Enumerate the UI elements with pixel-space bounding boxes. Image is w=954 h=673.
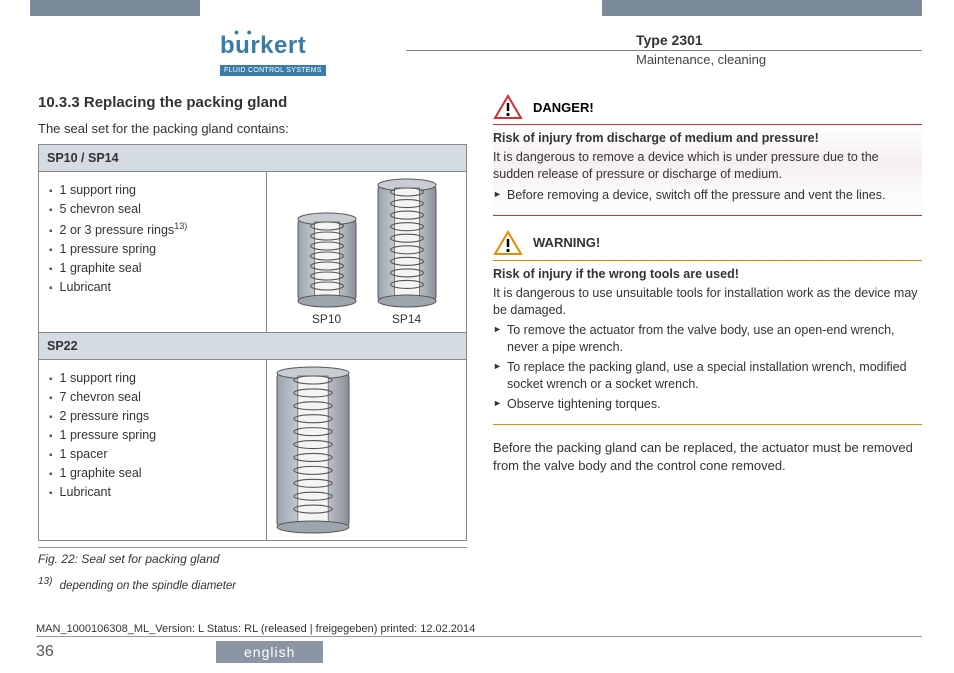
parts-item: 1 spacer (49, 447, 258, 461)
sp14-label: SP14 (392, 312, 421, 326)
sp22-drawing (275, 366, 458, 534)
seal-table: SP10 / SP14 1 support ring 5 chevron seal… (38, 144, 467, 541)
warning-title: WARNING! (533, 235, 600, 250)
warning-icon (493, 230, 523, 256)
closing-paragraph: Before the packing gland can be replaced… (493, 439, 922, 475)
parts-item: 1 support ring (49, 183, 258, 197)
danger-title: DANGER! (533, 100, 594, 115)
parts-item: 1 graphite seal (49, 261, 258, 275)
sp10-sp14-head: SP10 / SP14 (39, 145, 467, 172)
type-subtitle: Maintenance, cleaning (636, 52, 766, 67)
parts-item: 2 pressure rings (49, 409, 258, 423)
logo-sub: FLUID CONTROL SYSTEMS (220, 65, 326, 76)
header-bars (0, 0, 954, 22)
warning-text: It is dangerous to use unsuitable tools … (493, 285, 922, 319)
danger-icon (493, 94, 523, 120)
sp10-sp14-parts: 1 support ring 5 chevron seal 2 or 3 press… (47, 183, 258, 294)
figure-caption: Fig. 22: Seal set for packing gland (38, 547, 467, 566)
parts-item: 1 pressure spring (49, 242, 258, 256)
parts-item: 5 chevron seal (49, 202, 258, 216)
section-title: 10.3.3 Replacing the packing gland (38, 94, 467, 111)
page-number: 36 (36, 643, 216, 661)
bullet-item: To remove the actuator from the valve bo… (493, 322, 922, 356)
danger-risk: Risk of injury from discharge of medium … (493, 131, 922, 145)
warning-bullets: To remove the actuator from the valve bo… (493, 322, 922, 412)
parts-item: 1 pressure spring (49, 428, 258, 442)
page-header: • • burkert FLUID CONTROL SYSTEMS Type 2… (0, 28, 954, 84)
danger-bullets: Before removing a device, switch off the… (493, 187, 922, 204)
parts-item: 7 chevron seal (49, 390, 258, 404)
footer: MAN_1000106308_ML_Version: L Status: RL … (36, 623, 922, 663)
logo: • • burkert FLUID CONTROL SYSTEMS (220, 32, 370, 76)
parts-item: 1 graphite seal (49, 466, 258, 480)
bullet-item: Before removing a device, switch off the… (493, 187, 922, 204)
bullet-item: To replace the packing gland, use a spec… (493, 359, 922, 393)
parts-item: Lubricant (49, 280, 258, 294)
man-line: MAN_1000106308_ML_Version: L Status: RL … (36, 623, 922, 637)
sp10-drawing (296, 212, 358, 308)
sp22-parts: 1 support ring 7 chevron seal 2 pressure r… (47, 371, 258, 499)
parts-item: 2 or 3 pressure rings13) (49, 221, 258, 237)
bullet-item: Observe tightening torques. (493, 396, 922, 413)
danger-text: It is dangerous to remove a device which… (493, 149, 922, 183)
footnote: 13) depending on the spindle diameter (38, 576, 467, 592)
section-intro: The seal set for the packing gland conta… (38, 121, 467, 136)
parts-item: 1 support ring (49, 371, 258, 385)
right-column: DANGER! Risk of injury from discharge of… (493, 94, 922, 619)
danger-notice: DANGER! Risk of injury from discharge of… (493, 94, 922, 216)
sp14-drawing (376, 178, 438, 308)
logo-main: burkert (220, 32, 306, 59)
warning-risk: Risk of injury if the wrong tools are us… (493, 267, 922, 281)
parts-item: Lubricant (49, 485, 258, 499)
type-title: Type 2301 (636, 32, 703, 48)
warning-notice: WARNING! Risk of injury if the wrong too… (493, 230, 922, 425)
left-column: 10.3.3 Replacing the packing gland The s… (38, 94, 467, 619)
language-tab: english (216, 641, 323, 663)
sp22-head: SP22 (39, 333, 467, 360)
sp10-label: SP10 (312, 312, 341, 326)
